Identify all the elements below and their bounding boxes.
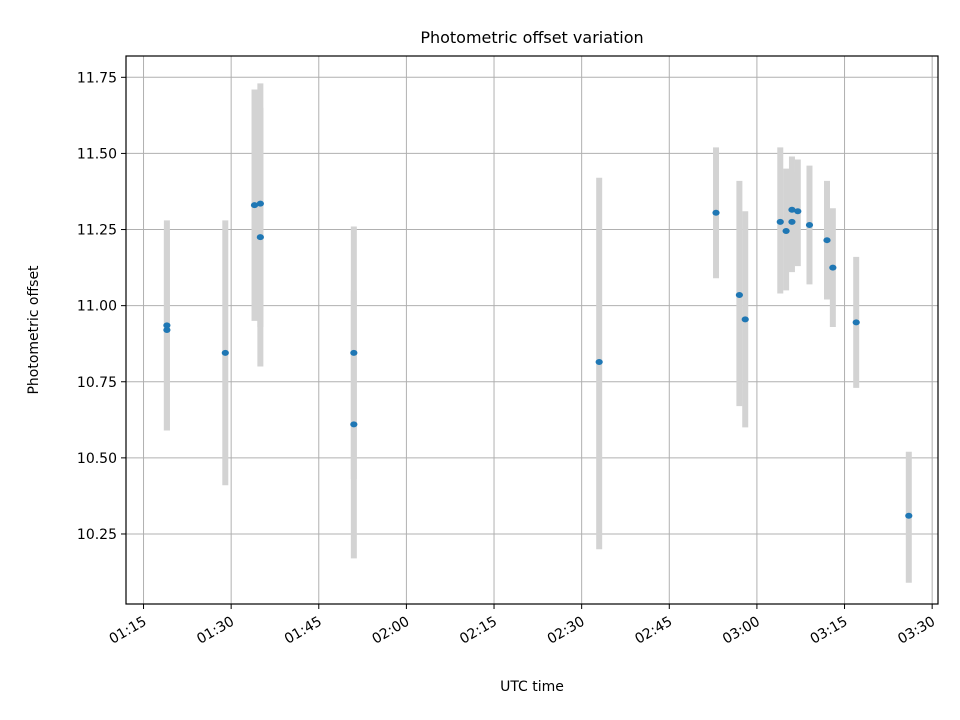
data-point <box>741 316 749 323</box>
y-tick-label: 10.50 <box>77 451 117 467</box>
data-point <box>735 291 743 298</box>
data-point <box>595 358 603 365</box>
data-point <box>782 228 790 235</box>
data-point <box>852 319 860 326</box>
data-point <box>788 206 796 213</box>
y-tick-label: 11.50 <box>77 146 117 162</box>
data-point <box>221 349 229 356</box>
data-point <box>163 322 171 329</box>
x-axis-label: UTC time <box>500 679 564 695</box>
y-tick-label: 11.75 <box>77 70 117 86</box>
data-point <box>163 327 171 333</box>
data-point <box>776 218 784 225</box>
data-point <box>256 234 264 241</box>
data-point <box>905 512 913 519</box>
data-point <box>250 202 259 209</box>
y-tick-label: 10.25 <box>77 527 117 543</box>
data-point <box>712 209 720 216</box>
data-points <box>163 200 913 519</box>
plot-frame <box>125 55 939 605</box>
data-point <box>794 208 802 215</box>
y-tick-label: 10.75 <box>77 375 117 391</box>
data-point <box>788 218 796 225</box>
data-point <box>823 237 831 244</box>
data-point <box>805 221 814 228</box>
data-point <box>256 200 264 207</box>
chart-title: Photometric offset variation <box>420 28 643 47</box>
y-tick-label: 11.00 <box>77 299 117 315</box>
y-axis-label: Photometric offset <box>26 265 42 395</box>
data-point <box>350 421 358 428</box>
y-tick-label: 11.25 <box>77 223 117 239</box>
data-point <box>350 349 358 356</box>
data-point <box>829 264 837 271</box>
y-axis-ticks: 10.25 10.50 10.75 11.00 11.25 11.50 11.75 <box>77 70 126 543</box>
